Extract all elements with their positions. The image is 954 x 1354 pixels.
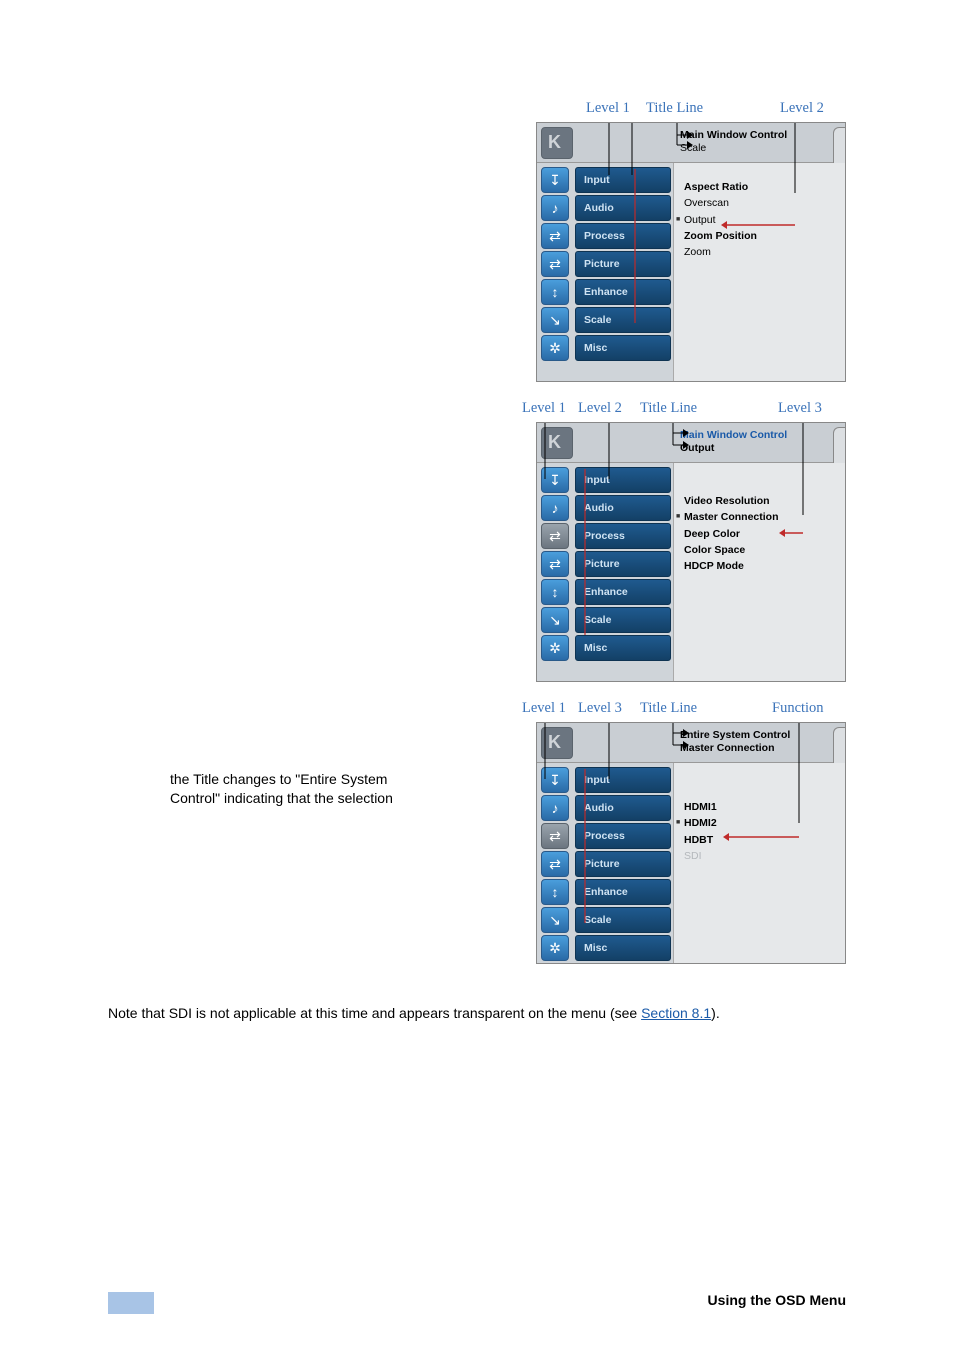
content-item[interactable]: HDBT bbox=[684, 832, 835, 848]
sidebar-icon: ↕ bbox=[541, 879, 569, 905]
sidebar-icon: ↘ bbox=[541, 907, 569, 933]
footer-badge bbox=[108, 1292, 154, 1314]
sidebar-icon: ⇄ bbox=[541, 223, 569, 249]
sidebar-icon: ✲ bbox=[541, 335, 569, 361]
sidebar-icon: ✲ bbox=[541, 635, 569, 661]
sidebar-icon: ↕ bbox=[541, 279, 569, 305]
lbl-level2-2: Level 2 bbox=[578, 400, 622, 417]
content-item[interactable]: HDMI1 bbox=[684, 799, 835, 815]
sidebar-icon: ⇄ bbox=[541, 251, 569, 277]
sidebar-icon: ↧ bbox=[541, 467, 569, 493]
content-item[interactable]: Deep Color bbox=[684, 526, 835, 542]
row-1: Level 1 Title Line Level 2 Main Window C… bbox=[0, 100, 954, 382]
lbl-level3-3: Level 3 bbox=[578, 700, 622, 717]
figure-2: Level 1 Level 2 Title Line Level 3 Main … bbox=[516, 400, 846, 682]
content-item[interactable]: Aspect Ratio bbox=[684, 179, 835, 195]
lbl-level3-2: Level 3 bbox=[778, 400, 822, 417]
menu-item-scale[interactable]: Scale bbox=[575, 607, 671, 633]
lbl-level1: Level 1 bbox=[586, 100, 630, 117]
menu-item-picture[interactable]: Picture bbox=[575, 851, 671, 877]
menu-item-enhance[interactable]: Enhance bbox=[575, 879, 671, 905]
sidebar-icon: ♪ bbox=[541, 495, 569, 521]
content-item[interactable]: HDCP Mode bbox=[684, 558, 835, 574]
sidebar-icon: ↘ bbox=[541, 607, 569, 633]
page-footer: Using the OSD Menu bbox=[108, 1292, 846, 1314]
sidebar-icon: ♪ bbox=[541, 795, 569, 821]
sidebar-icon: ⇄ bbox=[541, 523, 569, 549]
panel-2: Main Window Control Output ↧♪⇄⇄↕↘✲ Input… bbox=[536, 422, 846, 682]
content-item[interactable]: Video Resolution bbox=[684, 493, 835, 509]
sidebar-icon: ↘ bbox=[541, 307, 569, 333]
footnote-link[interactable]: Section 8.1 bbox=[641, 1005, 711, 1021]
sidebar-icon: ↧ bbox=[541, 167, 569, 193]
panel1-title: Main Window Control Scale bbox=[680, 129, 787, 155]
menu-item-picture[interactable]: Picture bbox=[575, 251, 671, 277]
menu-item-misc[interactable]: Misc bbox=[575, 635, 671, 661]
menu-item-misc[interactable]: Misc bbox=[575, 935, 671, 961]
content-item[interactable]: Output bbox=[684, 212, 835, 228]
lbl-func-3: Function bbox=[772, 700, 824, 717]
sidebar-icon: ↕ bbox=[541, 579, 569, 605]
sidebar-icon: ✲ bbox=[541, 935, 569, 961]
content-item[interactable]: Overscan bbox=[684, 195, 835, 211]
row-3: the Title changes to "Entire System Cont… bbox=[0, 700, 954, 964]
lbl-title-3: Title Line bbox=[640, 700, 697, 717]
lbl-level1-3: Level 1 bbox=[522, 700, 566, 717]
panel2-title: Main Window Control Output bbox=[680, 429, 787, 455]
content-item[interactable]: Zoom Position bbox=[684, 228, 835, 244]
menu-item-scale[interactable]: Scale bbox=[575, 307, 671, 333]
logo-icon bbox=[541, 127, 573, 159]
lbl-level1-2: Level 1 bbox=[522, 400, 566, 417]
menu-item-picture[interactable]: Picture bbox=[575, 551, 671, 577]
figure-1: Level 1 Title Line Level 2 Main Window C… bbox=[536, 100, 846, 382]
lbl-title-2: Title Line bbox=[640, 400, 697, 417]
menu-item-process[interactable]: Process bbox=[575, 223, 671, 249]
footnote: Note that SDI is not applicable at this … bbox=[0, 1004, 954, 1024]
menu-item-enhance[interactable]: Enhance bbox=[575, 579, 671, 605]
logo-icon bbox=[541, 727, 573, 759]
menu-item-audio[interactable]: Audio bbox=[575, 795, 671, 821]
panel3-title: Entire System Control Master Connection bbox=[680, 729, 790, 755]
content-item[interactable]: Master Connection bbox=[684, 509, 835, 525]
menu-item-input[interactable]: Input bbox=[575, 767, 671, 793]
menu-item-audio[interactable]: Audio bbox=[575, 495, 671, 521]
figure-3: Level 1 Level 3 Title Line Function Enti… bbox=[516, 700, 846, 964]
footer-title: Using the OSD Menu bbox=[708, 1292, 846, 1314]
menu-item-input[interactable]: Input bbox=[575, 467, 671, 493]
sidebar-icon: ⇄ bbox=[541, 823, 569, 849]
menu-item-scale[interactable]: Scale bbox=[575, 907, 671, 933]
content-item[interactable]: SDI bbox=[684, 848, 835, 864]
logo-icon bbox=[541, 427, 573, 459]
sidebar-icon: ↧ bbox=[541, 767, 569, 793]
row3-text: the Title changes to "Entire System Cont… bbox=[0, 700, 420, 808]
content-item[interactable]: Zoom bbox=[684, 244, 835, 260]
menu-item-misc[interactable]: Misc bbox=[575, 335, 671, 361]
menu-item-process[interactable]: Process bbox=[575, 823, 671, 849]
menu-item-audio[interactable]: Audio bbox=[575, 195, 671, 221]
content-item[interactable]: HDMI2 bbox=[684, 815, 835, 831]
sidebar-icon: ⇄ bbox=[541, 551, 569, 577]
panel-1: Main Window Control Scale ↧♪⇄⇄↕↘✲ InputA… bbox=[536, 122, 846, 382]
menu-item-input[interactable]: Input bbox=[575, 167, 671, 193]
sidebar-icon: ♪ bbox=[541, 195, 569, 221]
sidebar-icon: ⇄ bbox=[541, 851, 569, 877]
menu-item-enhance[interactable]: Enhance bbox=[575, 279, 671, 305]
content-item[interactable]: Color Space bbox=[684, 542, 835, 558]
row-2: Level 1 Level 2 Title Line Level 3 Main … bbox=[0, 400, 954, 682]
menu-item-process[interactable]: Process bbox=[575, 523, 671, 549]
panel-3: Entire System Control Master Connection … bbox=[536, 722, 846, 964]
lbl-title: Title Line bbox=[646, 100, 703, 117]
lbl-level2: Level 2 bbox=[780, 100, 824, 117]
